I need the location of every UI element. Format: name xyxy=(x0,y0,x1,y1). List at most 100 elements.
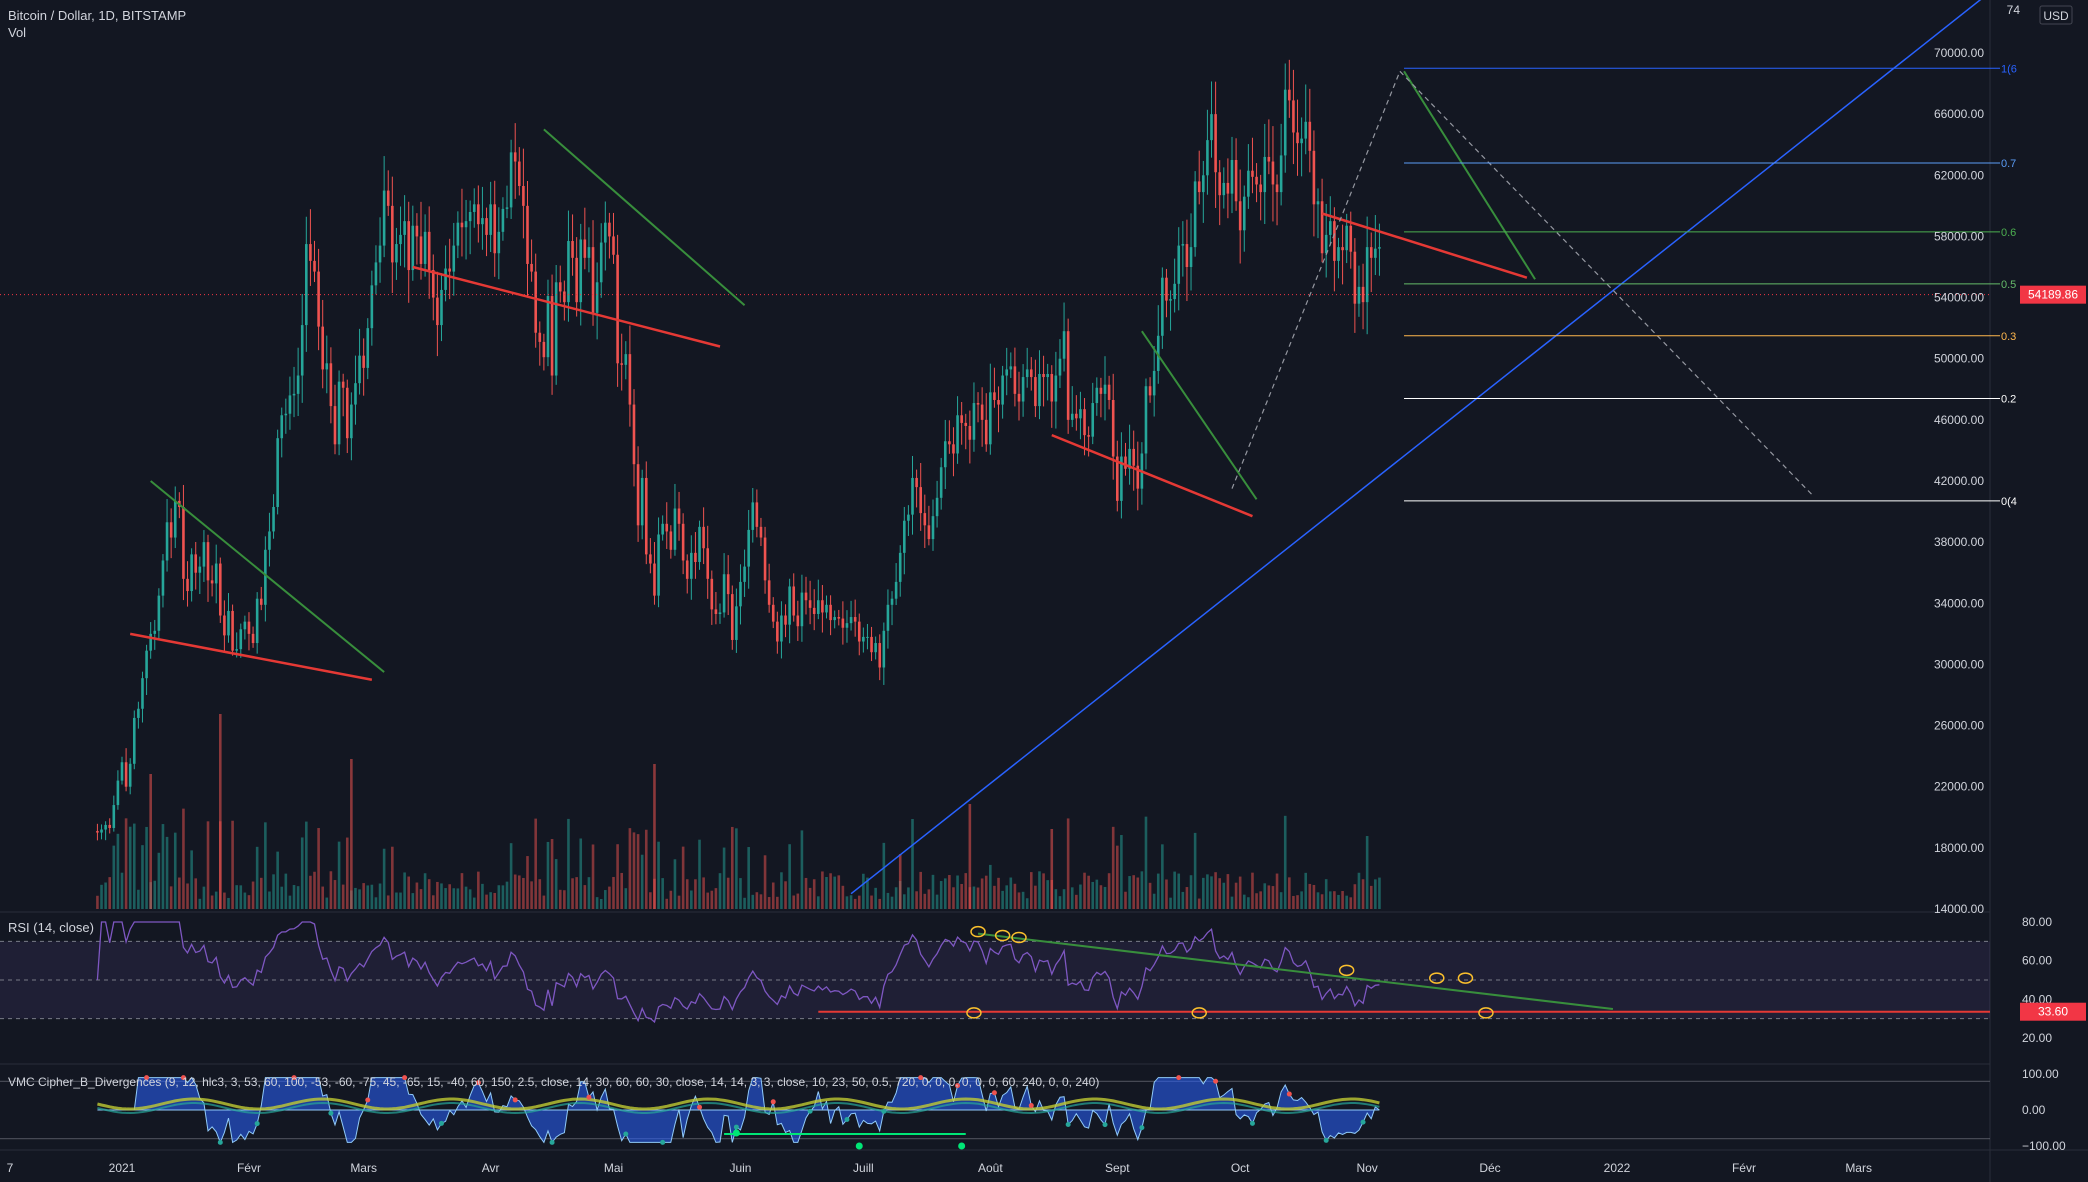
volume-bar xyxy=(1046,880,1049,909)
vmc-dot xyxy=(1286,1091,1292,1097)
volume-bar xyxy=(1165,879,1168,909)
volume-bar xyxy=(710,890,714,909)
volume-bar xyxy=(976,887,980,909)
volume-bar xyxy=(571,878,574,909)
candle-body xyxy=(1103,384,1107,394)
candle-body xyxy=(919,487,922,514)
candle-body xyxy=(370,285,374,329)
candle-body xyxy=(571,241,574,258)
candle-body xyxy=(841,618,845,628)
volume-bar xyxy=(853,898,857,909)
candle-body xyxy=(796,615,800,627)
volume-bar xyxy=(1185,887,1189,909)
fib-level-label: 0.2 xyxy=(2001,393,2016,405)
volume-bar xyxy=(718,873,722,909)
volume-bar xyxy=(468,889,472,909)
candle-body xyxy=(616,254,619,364)
candle-body xyxy=(952,444,955,454)
candle-body xyxy=(874,643,877,653)
currency-badge[interactable] xyxy=(2039,5,2073,25)
volume-bar xyxy=(259,877,263,909)
candle-body xyxy=(128,763,132,787)
volume-bar xyxy=(186,883,189,909)
candle-body xyxy=(1308,121,1312,151)
candle-body xyxy=(1046,374,1049,378)
volume-bar xyxy=(1099,885,1103,909)
candle-body xyxy=(464,221,468,228)
candle-body xyxy=(595,282,599,313)
candle-body xyxy=(1353,251,1357,304)
vmc-money-flow xyxy=(97,1097,1380,1111)
volume-bar xyxy=(579,838,583,909)
volume-bar xyxy=(202,886,206,909)
volume-bar xyxy=(743,897,746,909)
volume-bar xyxy=(161,824,165,909)
vmc-wave-area xyxy=(97,1076,1380,1144)
volume-bar xyxy=(317,828,320,909)
volume-bar xyxy=(1054,889,1058,909)
volume-bar xyxy=(153,880,157,909)
currency-label: USD xyxy=(2043,9,2069,23)
green-trend-line xyxy=(1403,70,1536,280)
candle-body xyxy=(845,623,849,628)
candle-body xyxy=(1222,182,1226,196)
candle-body xyxy=(329,363,333,407)
candles xyxy=(96,59,1381,841)
volume-bar xyxy=(460,873,464,909)
volume-bar xyxy=(1116,845,1119,909)
candle-body xyxy=(1116,456,1119,501)
volume-bar xyxy=(300,837,304,909)
volume-bar xyxy=(497,885,501,909)
volume-spike xyxy=(653,764,656,909)
candle-body xyxy=(780,615,783,642)
volume-bar xyxy=(1247,897,1250,909)
volume-bar xyxy=(1312,884,1316,909)
volume-bar xyxy=(1234,882,1238,909)
candle-body xyxy=(739,581,742,607)
candle-body xyxy=(382,190,386,246)
volume-bar xyxy=(96,895,99,909)
candle-body xyxy=(350,404,353,439)
volume-bar xyxy=(550,839,554,909)
volume-bar xyxy=(829,873,832,909)
volume-bar xyxy=(112,845,116,909)
volume-bar xyxy=(788,844,791,909)
vmc-dot xyxy=(1323,1137,1329,1143)
candle-body xyxy=(747,529,750,567)
volume-bar xyxy=(558,889,562,909)
candle-body xyxy=(1070,413,1074,420)
volume-bar xyxy=(534,818,537,909)
volume-bar xyxy=(812,879,816,909)
candle-body xyxy=(927,525,931,540)
volume-bar xyxy=(595,897,599,909)
candle-body xyxy=(259,598,263,605)
symbol-title: Bitcoin / Dollar, 1D, BITSTAMP xyxy=(8,8,186,23)
candle-body xyxy=(776,621,779,642)
volume-label: Vol xyxy=(8,25,26,40)
fib-level-label: 0.7 xyxy=(2001,158,2016,170)
candle-body xyxy=(1312,150,1316,205)
candle-body xyxy=(653,563,656,596)
candle-body xyxy=(956,415,959,454)
volume-bar xyxy=(1156,873,1160,909)
vmc-dot xyxy=(770,1099,776,1105)
candle-body xyxy=(255,598,259,644)
volume-bar xyxy=(1005,885,1009,909)
vmc-buy-signal xyxy=(958,1142,966,1150)
volume-bar xyxy=(489,892,492,909)
rsi-highlight-circle xyxy=(1011,931,1027,944)
candle-body xyxy=(411,225,415,271)
volume-bar xyxy=(378,883,382,909)
candle-body xyxy=(1009,366,1013,370)
candle-body xyxy=(1124,456,1127,469)
candle-body xyxy=(1267,156,1271,162)
candle-body xyxy=(1017,393,1021,402)
volume-bar xyxy=(1369,885,1373,909)
volume-bar xyxy=(1132,875,1135,909)
price-tick-label: 54000.00 xyxy=(1934,291,1984,305)
candle-body xyxy=(665,523,669,532)
volume-bar xyxy=(882,842,886,909)
volume-bar xyxy=(1218,878,1221,909)
candle-body xyxy=(239,629,243,650)
